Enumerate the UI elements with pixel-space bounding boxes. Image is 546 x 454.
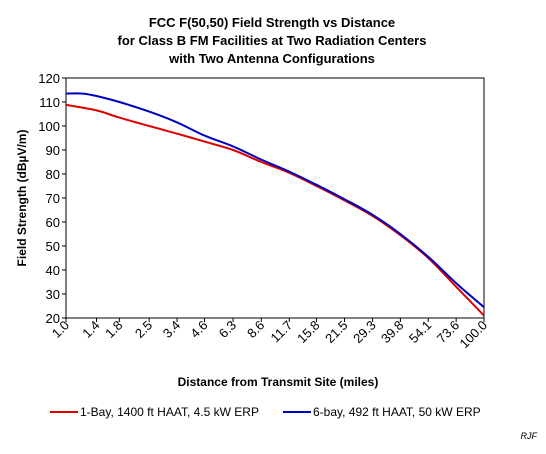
x-axis: 1.0 1.4 1.8 2.5 3.4 4.6 6.3 8.6 11.715.8 21.5 29.3… xyxy=(49,318,490,352)
y-axis-title: Field Strength (dBµV/m) xyxy=(15,130,29,267)
x-tick-label: 29.3 xyxy=(350,318,379,347)
x-axis-title: Distance from Transmit Site (miles) xyxy=(178,375,379,389)
y-tick-label: 100 xyxy=(38,119,60,134)
x-tick-label: 15.8 xyxy=(294,318,323,347)
y-tick-label: 40 xyxy=(46,263,60,278)
y-tick-label: 60 xyxy=(46,215,60,230)
series-line-2 xyxy=(65,92,485,308)
y-axis: 20 30 40 50 60 70 80 90 100 110 120 xyxy=(38,71,66,326)
x-tick-label: 2.5 xyxy=(132,318,155,341)
chart-title-line-2: for Class B FM Facilities at Two Radiati… xyxy=(118,33,427,48)
series-lines xyxy=(65,92,485,317)
x-tick-label: 6.3 xyxy=(216,318,239,341)
x-tick-label: 1.4 xyxy=(79,318,102,341)
y-tick-label: 90 xyxy=(46,143,60,158)
y-tick-label: 110 xyxy=(39,95,60,110)
chart-title-line-3: with Two Antenna Configurations xyxy=(168,51,375,66)
y-tick-label: 70 xyxy=(46,191,60,206)
x-tick-label: 4.6 xyxy=(187,318,210,341)
plot-area-frame xyxy=(65,77,485,319)
legend-label-series-1: 1-Bay, 1400 ft HAAT, 4.5 kW ERP xyxy=(80,405,259,419)
legend-label-series-2: 6-bay, 492 ft HAAT, 50 kW ERP xyxy=(313,405,481,419)
y-tick-label: 80 xyxy=(46,167,60,182)
x-tick-label: 1.8 xyxy=(102,318,125,341)
x-tick-label: 3.4 xyxy=(160,318,183,341)
y-tick-label: 50 xyxy=(46,239,60,254)
legend: 1-Bay, 1400 ft HAAT, 4.5 kW ERP 6-bay, 4… xyxy=(50,405,481,419)
author-credit: RJF xyxy=(521,431,538,441)
x-tick-label: 11.7 xyxy=(268,318,296,346)
x-tick-label: 21.5 xyxy=(322,318,351,347)
x-tick-label: 8.6 xyxy=(244,318,267,341)
x-tick-label: 39.8 xyxy=(378,318,407,347)
chart-title-line-1: FCC F(50,50) Field Strength vs Distance xyxy=(149,15,395,30)
y-tick-label: 20 xyxy=(46,311,60,326)
y-tick-label: 120 xyxy=(38,71,60,86)
y-tick-label: 30 xyxy=(46,287,60,302)
x-tick-label: 100.0 xyxy=(457,318,491,352)
x-tick-label: 54.1 xyxy=(406,318,435,347)
